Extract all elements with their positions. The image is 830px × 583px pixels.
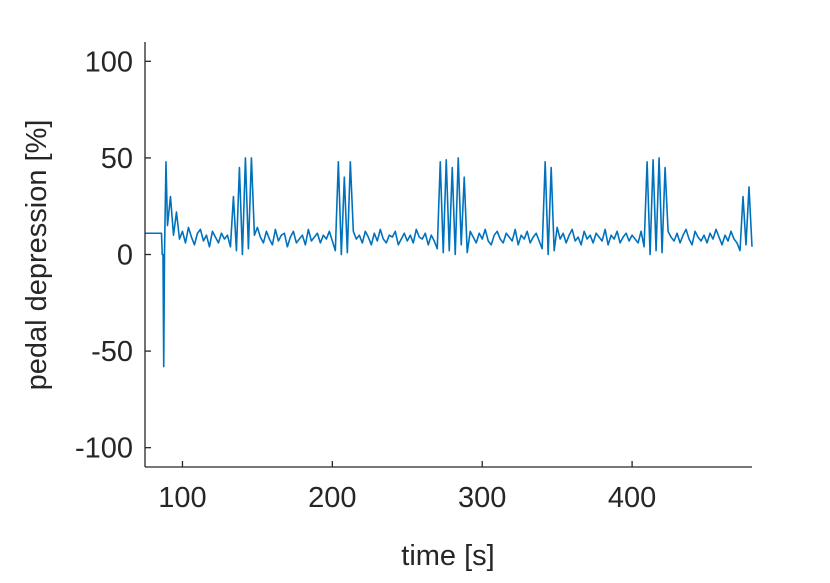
x-tick-label: 200 (308, 482, 356, 514)
x-tick-label: 300 (458, 482, 506, 514)
y-tick-label: 50 (101, 143, 133, 175)
y-tick-label: 0 (117, 240, 133, 272)
data-line (145, 157, 753, 368)
y-tick-label: -100 (75, 433, 133, 465)
y-axis-label: pedal depression [%] (21, 120, 53, 391)
x-tick-label: 100 (158, 482, 206, 514)
x-tick-label: 400 (608, 482, 656, 514)
x-axis-label: time [s] (401, 540, 494, 572)
y-tick-label: -50 (91, 336, 133, 368)
y-tick-label: 100 (85, 46, 133, 78)
